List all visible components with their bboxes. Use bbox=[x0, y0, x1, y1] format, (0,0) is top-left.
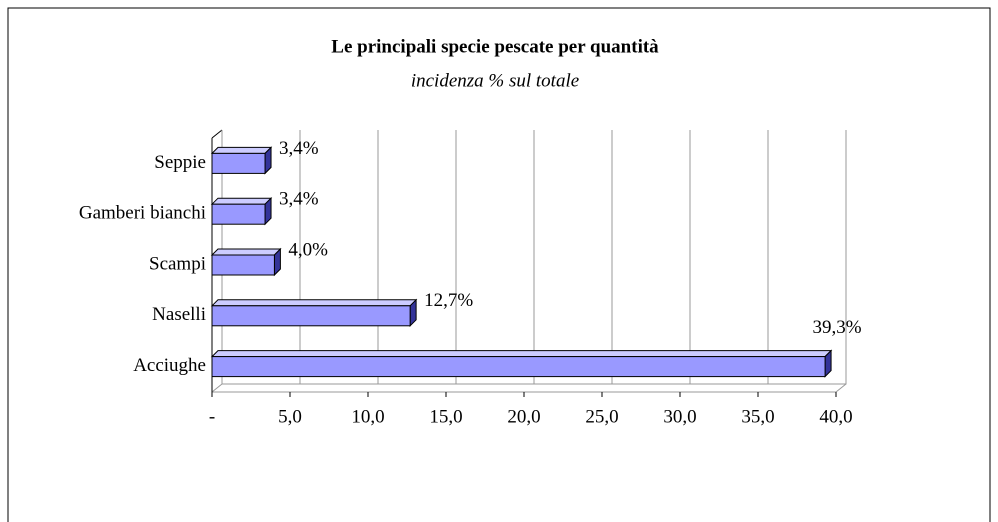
bar bbox=[211, 203, 266, 225]
x-tick-label: - bbox=[209, 406, 215, 427]
x-tick-label: 30,0 bbox=[663, 406, 696, 427]
bar-top bbox=[210, 146, 273, 154]
bar bbox=[211, 152, 266, 174]
data-label: 3,4% bbox=[279, 138, 319, 159]
y-tick-label: Naselli bbox=[152, 304, 206, 325]
x-tick-label: 15,0 bbox=[429, 406, 462, 427]
bar bbox=[211, 305, 411, 327]
bar-top bbox=[210, 248, 282, 256]
bar-top bbox=[210, 197, 273, 205]
y-tick-label: Seppie bbox=[154, 152, 206, 173]
y-tick-label: Gamberi bianchi bbox=[79, 203, 206, 224]
y-tick-label: Scampi bbox=[149, 253, 206, 274]
data-label: 39,3% bbox=[813, 317, 862, 338]
chart-subtitle: incidenza % sul totale bbox=[411, 70, 579, 91]
bar-top bbox=[210, 299, 418, 307]
bar-top bbox=[210, 350, 833, 358]
x-tick-label: 5,0 bbox=[278, 406, 302, 427]
chart-title: Le principali specie pescate per quantit… bbox=[331, 36, 659, 57]
floor bbox=[211, 383, 847, 393]
bar bbox=[211, 254, 275, 276]
chart-border bbox=[7, 7, 991, 522]
data-label: 12,7% bbox=[424, 290, 473, 311]
x-tick-label: 35,0 bbox=[741, 406, 774, 427]
y-tick-label: Acciughe bbox=[133, 355, 206, 376]
bar bbox=[211, 356, 826, 378]
x-tick-label: 40,0 bbox=[819, 406, 852, 427]
x-tick-label: 25,0 bbox=[585, 406, 618, 427]
x-tick-label: 20,0 bbox=[507, 406, 540, 427]
data-label: 3,4% bbox=[279, 189, 319, 210]
x-tick-label: 10,0 bbox=[351, 406, 384, 427]
data-label: 4,0% bbox=[288, 239, 328, 260]
